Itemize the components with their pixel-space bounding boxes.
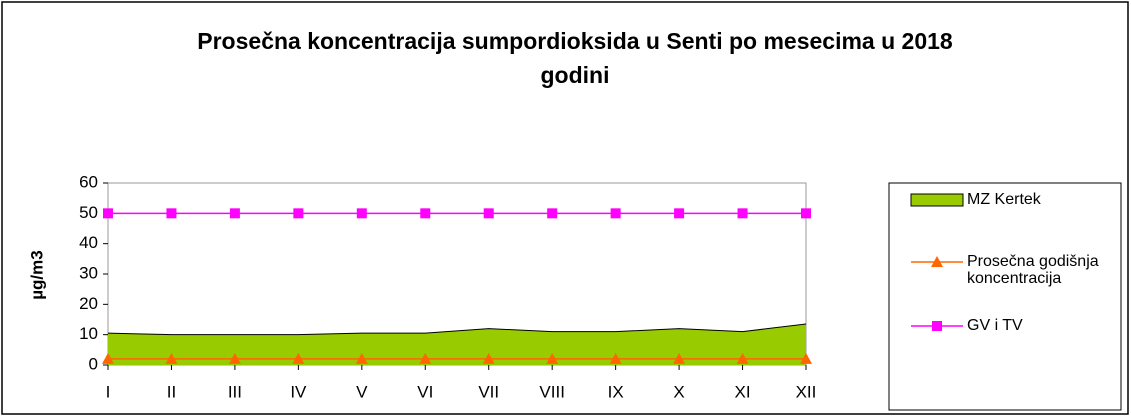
marker xyxy=(228,352,241,364)
marker xyxy=(420,208,431,219)
legend-swatch xyxy=(910,193,964,207)
x-tick-label: V xyxy=(356,382,368,401)
y-axis-label: µg/m3 xyxy=(27,250,46,299)
marker xyxy=(483,208,494,219)
marker xyxy=(801,208,811,219)
x-tick-label: III xyxy=(228,382,242,401)
marker xyxy=(609,352,622,364)
y-tick-label: 60 xyxy=(79,172,98,191)
x-tick-label: VI xyxy=(417,382,433,401)
marker xyxy=(166,208,177,219)
marker xyxy=(737,208,748,219)
area xyxy=(108,324,806,365)
y-tick-label: 40 xyxy=(79,233,98,252)
marker xyxy=(547,208,558,219)
marker xyxy=(673,352,686,364)
chart-title: Prosečna koncentracija sumpordioksida u … xyxy=(197,28,953,88)
marker xyxy=(482,352,495,364)
legend-box xyxy=(888,182,1122,411)
marker xyxy=(293,208,304,219)
marker xyxy=(356,208,367,219)
marker xyxy=(610,208,621,219)
x-tick-label: I xyxy=(106,382,111,401)
marker xyxy=(102,352,114,364)
x-tick-label: IX xyxy=(608,382,624,401)
marker xyxy=(546,352,559,364)
x-tick-label: XI xyxy=(735,382,751,401)
marker xyxy=(674,208,685,219)
marker xyxy=(800,352,812,364)
marker xyxy=(931,256,943,267)
x-tick-label: VII xyxy=(478,382,499,401)
x-tick-label: II xyxy=(167,382,176,401)
y-tick-label: 30 xyxy=(79,263,98,282)
legend-label: Prosečna godišnja koncentracija xyxy=(967,253,1099,287)
marker xyxy=(103,208,113,219)
x-tick-label: X xyxy=(673,382,684,401)
legend-label: GV i TV xyxy=(967,317,1023,334)
legend-label: MZ Kertek xyxy=(967,191,1041,208)
marker xyxy=(165,352,178,364)
y-tick-label: 10 xyxy=(79,324,98,343)
x-tick-label: IV xyxy=(290,382,307,401)
marker xyxy=(932,321,942,331)
marker xyxy=(419,352,432,364)
marker xyxy=(355,352,368,364)
marker xyxy=(736,352,749,364)
x-tick-label: VIII xyxy=(539,382,565,401)
y-tick-label: 0 xyxy=(89,354,98,373)
area-line xyxy=(107,323,807,336)
x-tick-label: XII xyxy=(796,382,817,401)
y-tick-label: 20 xyxy=(79,294,98,313)
y-tick-label: 50 xyxy=(79,203,98,222)
marker xyxy=(292,352,305,364)
marker xyxy=(229,208,240,219)
